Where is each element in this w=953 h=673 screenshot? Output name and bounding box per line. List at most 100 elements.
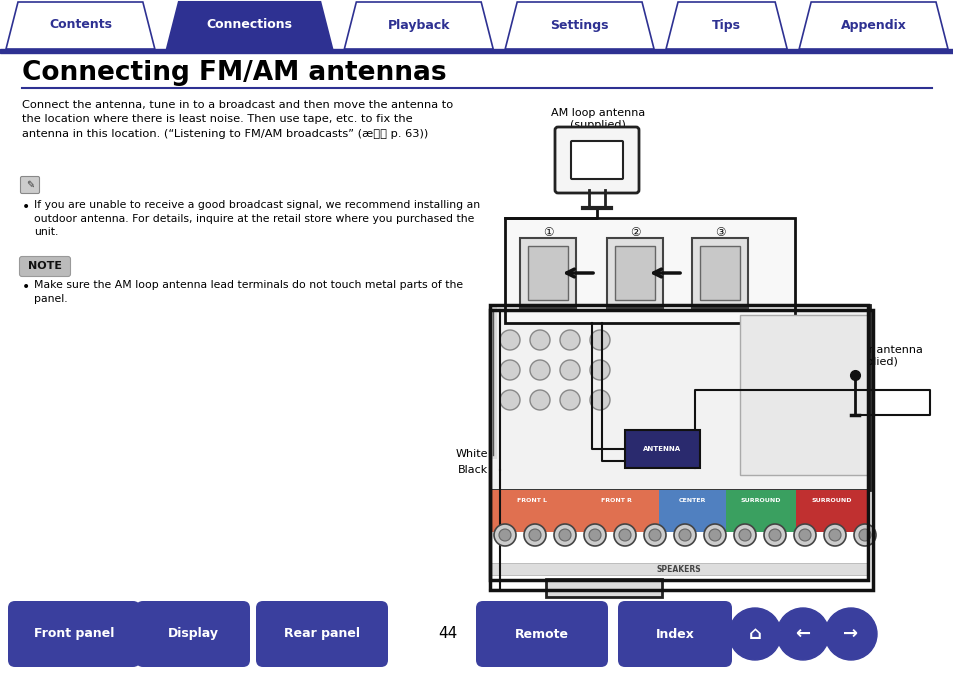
Text: SPEAKERS: SPEAKERS	[656, 565, 700, 573]
Circle shape	[768, 529, 781, 541]
Text: Connections: Connections	[207, 18, 293, 32]
Text: Display: Display	[168, 627, 218, 641]
FancyBboxPatch shape	[20, 176, 39, 194]
Text: SURROUND: SURROUND	[811, 498, 851, 503]
Text: Front panel: Front panel	[33, 627, 114, 641]
Text: Remote: Remote	[515, 627, 568, 641]
Circle shape	[728, 608, 781, 660]
Bar	[725, 490, 795, 532]
Circle shape	[703, 524, 725, 546]
FancyBboxPatch shape	[555, 127, 639, 193]
Text: AM loop antenna
(supplied): AM loop antenna (supplied)	[550, 108, 644, 130]
Polygon shape	[505, 2, 654, 49]
Circle shape	[499, 330, 519, 350]
Text: If you are unable to receive a good broadcast signal, we recommend installing an: If you are unable to receive a good broa…	[34, 200, 479, 237]
Polygon shape	[344, 2, 493, 49]
Circle shape	[739, 529, 750, 541]
Text: →: →	[842, 625, 858, 643]
Bar	[490, 490, 574, 532]
Bar	[490, 563, 867, 575]
Text: Settings: Settings	[550, 18, 608, 32]
Polygon shape	[167, 2, 332, 49]
Text: ③: ③	[714, 226, 724, 239]
Circle shape	[559, 330, 579, 350]
Circle shape	[588, 529, 600, 541]
Circle shape	[499, 360, 519, 380]
Bar	[624, 430, 700, 468]
Bar	[545, 579, 661, 597]
Bar	[504, 218, 794, 323]
Polygon shape	[665, 2, 786, 49]
Circle shape	[708, 529, 720, 541]
Circle shape	[828, 529, 841, 541]
Circle shape	[793, 524, 815, 546]
Circle shape	[554, 524, 576, 546]
Circle shape	[530, 330, 550, 350]
Circle shape	[583, 524, 605, 546]
Circle shape	[558, 529, 571, 541]
Circle shape	[824, 608, 876, 660]
Circle shape	[799, 529, 810, 541]
FancyBboxPatch shape	[476, 601, 607, 667]
Text: NOTE: NOTE	[28, 261, 62, 271]
FancyBboxPatch shape	[255, 601, 388, 667]
Text: Contents: Contents	[49, 18, 112, 32]
Text: Playback: Playback	[387, 18, 450, 32]
Circle shape	[733, 524, 755, 546]
Text: FM indoor antenna
(supplied): FM indoor antenna (supplied)	[817, 345, 922, 367]
Polygon shape	[6, 2, 154, 49]
Text: ②: ②	[629, 226, 639, 239]
Circle shape	[523, 524, 545, 546]
Text: Black: Black	[457, 465, 488, 475]
Text: Make sure the AM loop antenna lead terminals do not touch metal parts of the
pan: Make sure the AM loop antenna lead termi…	[34, 280, 462, 304]
Bar	[527, 246, 567, 300]
Circle shape	[498, 529, 511, 541]
Circle shape	[494, 524, 516, 546]
Text: ①: ①	[542, 226, 553, 239]
Bar	[606, 238, 662, 308]
Circle shape	[673, 524, 696, 546]
FancyBboxPatch shape	[618, 601, 731, 667]
Circle shape	[589, 330, 609, 350]
Text: ←: ←	[795, 625, 810, 643]
FancyBboxPatch shape	[19, 256, 71, 277]
Circle shape	[559, 360, 579, 380]
Text: Connect the antenna, tune in to a broadcast and then move the antenna to
the loc: Connect the antenna, tune in to a broadc…	[22, 100, 453, 139]
Circle shape	[763, 524, 785, 546]
Polygon shape	[799, 2, 947, 49]
Bar	[795, 490, 867, 532]
Bar	[519, 238, 576, 308]
Text: FRONT L: FRONT L	[517, 498, 546, 503]
Bar	[700, 246, 740, 300]
Bar	[490, 310, 872, 590]
Bar	[691, 238, 747, 308]
Text: •: •	[22, 200, 30, 214]
Circle shape	[530, 390, 550, 410]
Bar	[490, 305, 867, 580]
Text: ✎: ✎	[26, 180, 34, 190]
Text: Tips: Tips	[711, 18, 740, 32]
Text: White: White	[455, 449, 488, 459]
Bar	[659, 490, 725, 532]
Circle shape	[823, 524, 845, 546]
Circle shape	[853, 524, 875, 546]
Circle shape	[858, 529, 870, 541]
Text: Connecting FM/AM antennas: Connecting FM/AM antennas	[22, 60, 446, 86]
Circle shape	[648, 529, 660, 541]
Circle shape	[614, 524, 636, 546]
Circle shape	[589, 360, 609, 380]
Bar	[740, 315, 867, 475]
FancyBboxPatch shape	[136, 601, 250, 667]
Bar	[0, 49, 953, 53]
Text: Index: Index	[655, 627, 694, 641]
Circle shape	[589, 390, 609, 410]
Circle shape	[529, 529, 540, 541]
Bar	[615, 246, 655, 300]
Text: CENTER: CENTER	[678, 498, 705, 503]
Text: •: •	[22, 280, 30, 294]
Circle shape	[499, 390, 519, 410]
Circle shape	[618, 529, 630, 541]
Bar	[574, 490, 659, 532]
Text: Appendix: Appendix	[840, 18, 905, 32]
Text: ANTENNA: ANTENNA	[642, 446, 680, 452]
